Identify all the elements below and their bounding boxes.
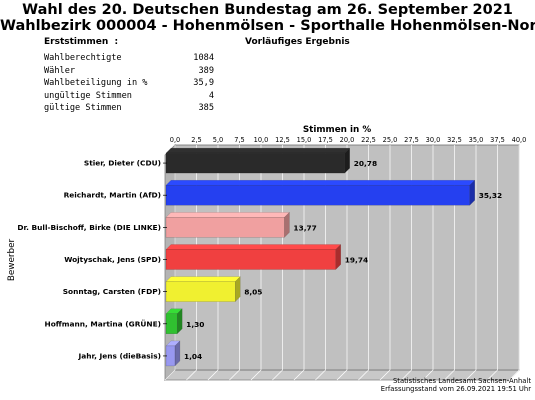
bar [165,217,285,238]
stats-value: 4 [208,90,214,101]
x-tick-label: 40,0 [512,136,527,144]
gridline-floor [315,369,326,381]
stats-label: Wahlberechtigte [44,53,122,63]
x-tick-label: 7,5 [234,136,245,144]
bar [165,281,236,302]
stats-label: ungültige Stimmen [44,90,132,101]
stats-row: Wähler 389 [44,65,214,78]
gridline-floor [229,369,240,381]
x-tick-label: 15,0 [297,136,312,144]
gridline-floor [444,369,455,381]
bar-value-label: 1,30 [186,320,204,329]
x-tick-label: 5,0 [213,136,224,144]
stats-label: gültige Stimmen [44,103,122,114]
x-tick-label: 37,5 [490,136,505,144]
x-tick-label: 12,5 [275,136,290,144]
bar-top [165,212,290,218]
stats-label: Wahlbeteiligung in % [44,78,148,89]
x-tick-label: 10,0 [254,136,269,144]
bar [165,152,345,174]
x-tick-label: 30,0 [426,136,441,144]
title-line-2: Wahlbezirk 000004 - Hohenmölsen - Sporth… [0,18,535,34]
footer-timestamp: Erfassungsstand vom 26.09.2021 19:51 Uhr [380,385,531,394]
title-line-1: Wahl des 20. Deutschen Bundestag am 26. … [22,2,513,18]
category-label: Reichardt, Martin (AfD) [64,191,161,200]
gridline-floor [272,369,283,381]
stats-row: Wahlbeteiligung in % 35,9 [44,77,214,90]
x-tick-label: 2,5 [191,136,202,144]
x-tick-label: 25,0 [383,136,398,144]
gridline-floor [164,369,176,381]
bar-value-label: 19,74 [345,256,368,265]
bar-top [165,276,241,282]
gridline-floor [250,369,262,381]
stats-value: 389 [198,65,214,76]
gridline-floor [401,369,412,381]
bar-value-label: 13,77 [293,223,316,232]
footer-source: Statistisches Landesamt Sachsen-Anhalt [392,377,531,385]
bar [165,249,336,270]
stats-row: Wahlberechtigte 1084 [44,52,214,65]
stats-row: gültige Stimmen 385 [44,102,214,115]
bar [165,185,470,206]
bar-value-label: 35,32 [479,191,502,200]
gridline-floor [336,369,348,381]
bar-value-label: 8,05 [244,288,262,297]
gridline-floor [186,369,197,381]
gridline-floor [379,369,391,381]
y-axis-title: Bewerber [7,238,17,281]
stats-value: 1084 [193,53,214,63]
gridline-floor [293,369,305,381]
x-tick-label: 20,0 [340,136,355,144]
bar [165,313,178,334]
x-tick-label: 0,0 [170,136,181,144]
bar-top [165,244,342,250]
bar-value-label: 1,04 [184,352,202,361]
stats-value: 385 [198,103,214,114]
x-tick-label: 27,5 [404,136,419,144]
category-label: Wojtyschak, Jens (SPD) [64,255,161,264]
x-axis-title: Stimmen in % [303,125,372,135]
category-label: Hoffmann, Martina (GRÜNE) [45,319,161,328]
stats-label: Wähler [44,65,76,76]
result-status-heading: Vorläufiges Ergebnis [245,37,350,47]
bar-top [165,180,476,186]
x-tick-label: 32,5 [447,136,462,144]
bar-value-label: 20,78 [354,159,377,168]
footer: Statistisches Landesamt Sachsen-Anhalt E… [381,377,531,394]
gridline-floor [207,369,219,381]
category-label: Jahr, Jens (dieBasis) [78,351,161,360]
stats-value: 35,9 [193,78,214,89]
gridline-floor [508,369,520,381]
gridline-floor [358,369,369,381]
x-tick-label: 35,0 [469,136,484,144]
bar [165,345,176,367]
category-label: Sonntag, Carsten (FDP) [63,287,161,296]
gridline-floor [465,369,477,381]
x-tick-label: 22,5 [361,136,376,144]
stats-table: Wahlberechtigte 1084 Wähler 389 Wahlbeteil… [44,52,214,115]
category-label: Stier, Dieter (CDU) [84,159,161,168]
erststimmen-heading: Erststimmen : [44,37,119,47]
x-tick-label: 17,5 [318,136,333,144]
gridline-floor [487,369,498,381]
bar-top [165,147,351,154]
gridline-floor [422,369,434,381]
stats-row: ungültige Stimmen 4 [44,90,214,103]
category-label: Dr. Bull-Bischoff, Birke (DIE LINKE) [17,223,161,232]
